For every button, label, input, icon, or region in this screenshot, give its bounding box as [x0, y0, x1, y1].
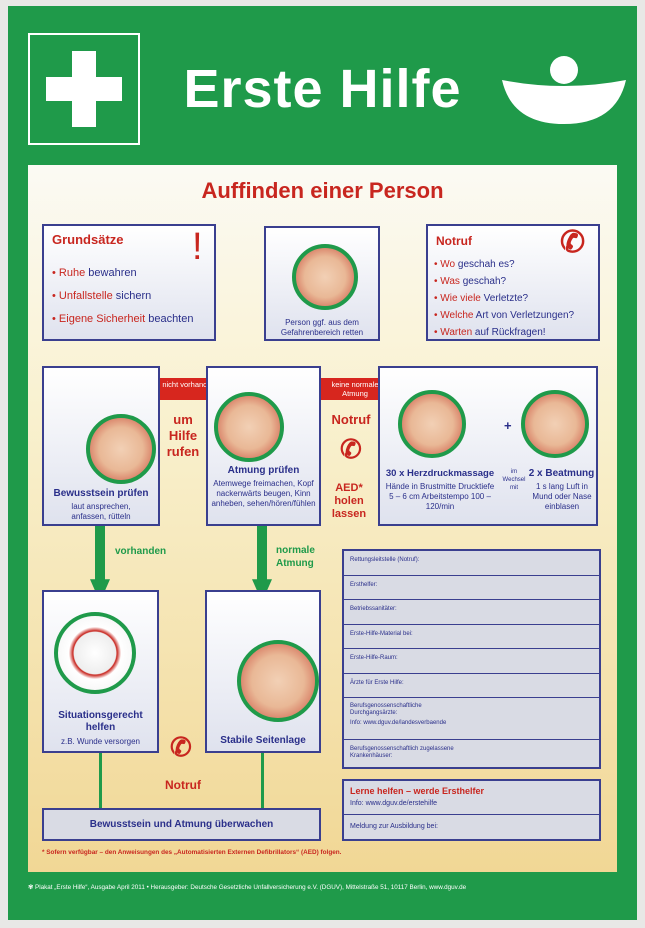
first-aid-cross-icon [28, 33, 140, 145]
emergency-call-title: Notruf [436, 234, 472, 248]
dguv-small-logo: ✾ [28, 884, 36, 891]
emergency-call-text: Notruf [331, 412, 371, 427]
poster-title: Erste Hilfe [183, 59, 462, 119]
form-row: Erste-Hilfe-Raum: [344, 649, 599, 674]
emergency-question: • Wo geschah es? [434, 259, 515, 270]
form-row: Erste-Hilfe-Material bei: [344, 625, 599, 649]
principle-item: • Eigene Sicherheit beachten [52, 313, 194, 325]
alternating-text: im Wechsel mit [502, 469, 526, 491]
arrow-down-present [90, 526, 110, 602]
monitor-bar: Bewusstsein und Atmung überwachen [42, 808, 321, 841]
form-row: Ärzte für Erste Hilfe: [344, 674, 599, 698]
check-breathing-box: Atmung prüfen Atemwege freimachen, Kopf … [206, 366, 321, 526]
step-description: 1 s lang Luft in Mund oder Nase einblase… [532, 482, 592, 511]
call-for-help-text: um Hilfe rufen [166, 412, 200, 459]
ventilation-illustration [521, 390, 589, 458]
principles-title: Grundsätze [52, 232, 124, 247]
learn-info: Info: www.dguv.de/erstehilfe [350, 800, 438, 807]
dguv-logo [502, 56, 626, 124]
arrow-not-present: nicht vorhanden [160, 378, 218, 400]
emergency-question: • Warten auf Rückfragen! [434, 327, 546, 338]
section-heading: Auffinden einer Person [201, 178, 444, 203]
form-row: Berufsgenossenschaftlich zugelassene Kra… [350, 746, 454, 759]
step-description: Hände in Brustmitte Drucktiefe 5 – 6 cm … [385, 482, 495, 511]
principle-item: • Unfallstelle sichern [52, 290, 152, 302]
monitor-text: Bewusstsein und Atmung überwachen [89, 819, 274, 830]
arrow-no-normal-breathing: keine normale Atmung [321, 378, 389, 400]
form-row: Betriebssanitäter: [344, 600, 599, 625]
step-description: Atemwege freimachen, Kopf nackenwärts be… [211, 479, 316, 508]
recovery-position-illustration [237, 640, 319, 722]
cpr-box: + 30 x Herzdruckmassage Hände in Brustmi… [378, 366, 598, 526]
step-description: laut ansprechen, anfassen, rütteln [71, 502, 131, 521]
form-row: Berufsgenossenschaftliche Durchgangsärzt… [344, 698, 599, 740]
form-row: Rettungsleitstelle (Notruf): [344, 551, 599, 576]
wound-illustration [54, 612, 136, 694]
chest-compression-illustration [398, 390, 466, 458]
emergency-question: • Was geschah? [434, 276, 507, 287]
plus-sign: + [504, 418, 512, 433]
aed-footnote: * Sofern verfügbar – den Anweisungen des… [42, 849, 342, 856]
aed-text: AED* holen lassen [331, 482, 367, 520]
consciousness-illustration [86, 414, 156, 484]
form-row: Ersthelfer: [344, 576, 599, 600]
step-title: Atmung prüfen [227, 465, 300, 476]
exclamation-icon: ! [192, 226, 203, 268]
learn-box: Lerne helfen – werde Ersthelfer Info: ww… [342, 779, 601, 841]
step-title: Stabile Seitenlage [220, 735, 306, 746]
step-title: Bewusstsein prüfen [53, 488, 149, 499]
connector-line [261, 753, 264, 808]
contact-form: Rettungsleitstelle (Notruf): Ersthelfer:… [342, 549, 601, 769]
rescue-illustration [292, 244, 358, 310]
step-title: 2 x Beatmung [528, 468, 595, 479]
situational-help-box: Situationsgerecht helfen z.B. Wunde vers… [42, 590, 159, 753]
principles-box: Grundsätze ! • Ruhe bewahren • Unfallste… [42, 224, 216, 341]
training-registration: Meldung zur Ausbildung bei: [350, 823, 438, 830]
phone-icon: ✆ [340, 434, 362, 464]
footer-text: Plakat „Erste Hilfe“, Ausgabe April 2011… [35, 884, 467, 891]
rescue-caption: Person ggf. aus dem Gefahrenbereich rett… [280, 318, 364, 337]
connector-line [99, 753, 102, 808]
step-description: z.B. Wunde versorgen [60, 737, 140, 746]
step-title: Situationsgerecht helfen [58, 710, 143, 733]
recovery-position-box: Stabile Seitenlage [205, 590, 321, 753]
footer: ✾ Plakat „Erste Hilfe“, Ausgabe April 20… [28, 884, 466, 891]
phone-icon: ✆ [560, 226, 586, 259]
present-label: vorhanden [115, 546, 167, 557]
rescue-box: Person ggf. aus dem Gefahrenbereich rett… [264, 226, 380, 341]
phone-icon: ✆ [170, 732, 192, 762]
emergency-call-text: Notruf [165, 778, 201, 792]
step-title: 30 x Herzdruckmassage [385, 468, 495, 479]
breathing-illustration [214, 392, 284, 462]
principle-item: • Ruhe bewahren [52, 267, 137, 279]
emergency-call-box: Notruf ✆ • Wo geschah es? • Was geschah?… [426, 224, 600, 341]
normal-breathing-label: normale Atmung [276, 545, 315, 569]
emergency-question: • Welche Art von Verletzungen? [434, 310, 575, 321]
learn-title: Lerne helfen – werde Ersthelfer [350, 786, 485, 796]
emergency-question: • Wie viele Verletzte? [434, 293, 529, 304]
arrow-down-normal-breathing [252, 526, 272, 602]
check-consciousness-box: Bewusstsein prüfen laut ansprechen, anfa… [42, 366, 160, 526]
